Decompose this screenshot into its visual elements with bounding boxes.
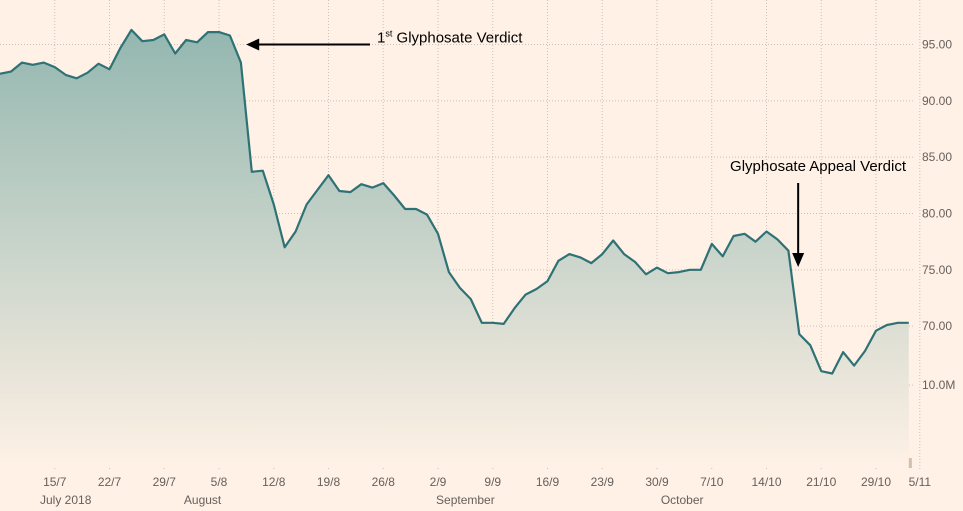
annotation-first-verdict: 1st Glyphosate Verdict	[377, 29, 523, 47]
y-tick-label: 90.00	[922, 94, 952, 108]
month-label: August	[184, 493, 222, 507]
y-axis-ticks: 95.00 90.00 85.00 80.00 75.00 70.00 10.0M	[922, 38, 955, 393]
y-tick-label: 75.00	[922, 263, 952, 277]
x-tick-label: 26/8	[372, 475, 396, 489]
month-label: September	[436, 493, 495, 507]
annotation-arrow-head	[246, 38, 260, 51]
x-tick-label: 29/10	[861, 475, 891, 489]
month-label: July 2018	[40, 493, 92, 507]
y-tick-label: 80.00	[922, 207, 952, 221]
x-tick-label: 5/11	[909, 475, 932, 489]
y-tick-label: 85.00	[922, 150, 952, 164]
x-tick-label: 15/7	[43, 475, 67, 489]
volume-bar	[905, 458, 912, 468]
x-tick-label: 16/9	[536, 475, 560, 489]
x-tick-label: 19/8	[317, 475, 341, 489]
x-tick-label: 12/8	[262, 475, 286, 489]
annotation-appeal-verdict: Glyphosate Appeal Verdict	[730, 158, 907, 175]
price-area-fill	[0, 29, 909, 469]
x-tick-label: 21/10	[806, 475, 836, 489]
x-tick-label: 2/9	[430, 475, 447, 489]
price-series	[0, 28, 909, 375]
annotations: 1st Glyphosate Verdict Glyphosate Appeal …	[246, 29, 907, 267]
x-tick-label: 5/8	[211, 475, 228, 489]
x-tick-label: 7/10	[700, 475, 724, 489]
x-tick-label: 23/9	[591, 475, 615, 489]
volume-tick-label: 10.0M	[922, 378, 955, 392]
x-tick-label: 9/9	[484, 475, 501, 489]
x-tick-label: 30/9	[645, 475, 669, 489]
x-axis-ticks: 15/7 22/7 29/7 5/8 12/8 19/8 26/8 2/9 9/9 16/9 23/…	[40, 475, 931, 507]
price-area	[0, 29, 909, 469]
y-tick-label: 95.00	[922, 38, 952, 52]
x-tick-label: 14/10	[751, 475, 781, 489]
annotation-arrow-head	[792, 253, 805, 267]
price-line	[0, 28, 909, 375]
x-tick-label: 29/7	[153, 475, 177, 489]
x-tick-label: 22/7	[98, 475, 122, 489]
y-tick-label: 70.00	[922, 319, 952, 333]
month-label: October	[661, 493, 704, 507]
